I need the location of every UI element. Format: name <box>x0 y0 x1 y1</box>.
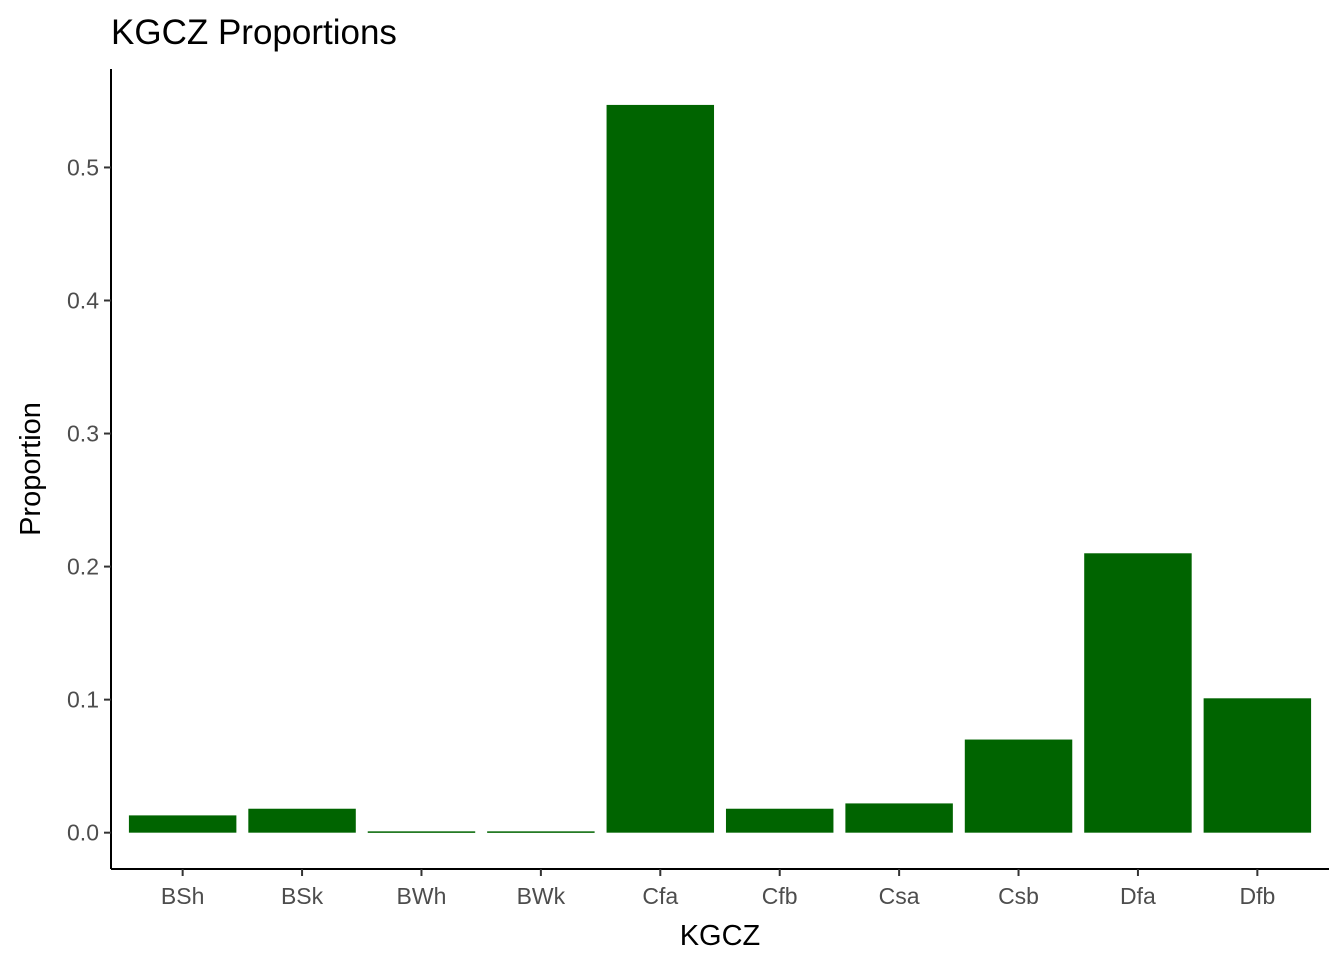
bars-group <box>128 104 1312 833</box>
y-tick-label: 0.3 <box>67 421 99 447</box>
chart-title: KGCZ Proportions <box>111 13 397 52</box>
bar-bsh <box>128 815 237 833</box>
y-axis-ticks: 0.0 0.1 0.2 0.3 0.4 0.5 <box>67 154 111 846</box>
y-tick-label: 0.2 <box>67 554 99 580</box>
y-tick-label: 0.1 <box>67 687 99 713</box>
x-tick-label: BWh <box>397 883 447 909</box>
x-tick-label: Dfa <box>1120 883 1156 909</box>
x-tick-label: BSh <box>161 883 204 909</box>
x-tick-label: BSk <box>281 883 324 909</box>
bar-cfa <box>606 104 715 833</box>
bar-dfb <box>1203 698 1312 833</box>
bar-csb <box>964 739 1073 833</box>
bar-bwk <box>487 831 595 833</box>
x-tick-label: Csb <box>998 883 1039 909</box>
bar-csa <box>845 803 953 833</box>
y-tick-label: 0.4 <box>67 287 99 313</box>
y-axis-title: Proportion <box>15 402 47 536</box>
x-tick-label: Dfb <box>1239 883 1275 909</box>
bar-dfa <box>1084 553 1192 833</box>
y-tick-label: 0.5 <box>67 154 99 180</box>
x-tick-label: Cfb <box>762 883 798 909</box>
y-tick-label: 0.0 <box>67 820 99 846</box>
x-axis-ticks: BSh BSk BWh BWk Cfa Cfb Csa Csb Dfa Dfb <box>161 869 1275 909</box>
x-tick-label: Cfa <box>642 883 678 909</box>
x-tick-label: BWk <box>517 883 566 909</box>
x-axis-title: KGCZ <box>680 920 761 952</box>
bar-cfb <box>725 808 834 833</box>
bar-bsk <box>248 808 356 833</box>
bar-bwh <box>367 831 476 833</box>
x-tick-label: Csa <box>879 883 920 909</box>
